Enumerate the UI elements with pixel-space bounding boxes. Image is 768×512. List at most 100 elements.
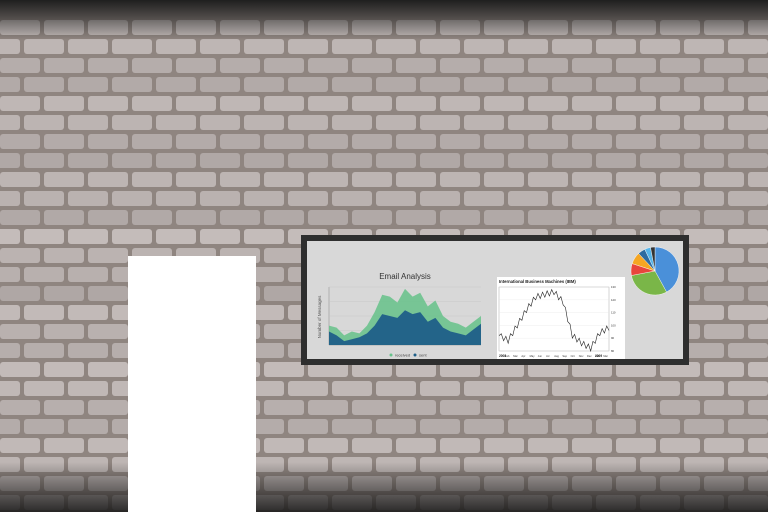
- brick: [0, 343, 20, 358]
- brick: [704, 172, 744, 187]
- email-legend: received sent: [389, 353, 427, 358]
- brick: [132, 172, 172, 187]
- stock-x-tick: Apr: [521, 354, 525, 358]
- brick: [464, 39, 504, 54]
- white-doorway: [128, 256, 256, 512]
- brick: [88, 210, 128, 225]
- brick: [684, 229, 724, 244]
- brick: [440, 134, 480, 149]
- email-plot-area: [328, 286, 481, 346]
- brick: [396, 172, 436, 187]
- brick: [528, 58, 568, 73]
- brick: [132, 210, 172, 225]
- stock-year-end: 2009: [595, 354, 602, 358]
- brick: [0, 248, 40, 263]
- brick: [528, 134, 568, 149]
- brick: [112, 229, 152, 244]
- brick: [332, 191, 372, 206]
- display-screen: Email Analysis Number of Messages receiv…: [307, 241, 683, 359]
- brick: [728, 419, 768, 434]
- brick: [684, 381, 724, 396]
- brick: [264, 286, 304, 301]
- email-chart-ylabel: Number of Messages: [317, 295, 322, 339]
- brick: [396, 362, 436, 377]
- brick: [0, 210, 40, 225]
- brick: [464, 115, 504, 130]
- brick: [244, 191, 284, 206]
- brick: [200, 191, 240, 206]
- brick: [0, 286, 40, 301]
- legend-received-marker: [389, 353, 393, 357]
- brick: [68, 267, 108, 282]
- brick: [24, 153, 64, 168]
- brick: [464, 191, 504, 206]
- stock-chart-title: International Business Machines (IBM): [499, 279, 576, 284]
- brick: [88, 96, 128, 111]
- ceiling-shadow: [0, 0, 768, 40]
- brick: [528, 438, 568, 453]
- brick: [0, 96, 40, 111]
- brick: [308, 58, 348, 73]
- brick: [440, 96, 480, 111]
- brick: [748, 400, 768, 415]
- brick: [704, 248, 744, 263]
- brick: [572, 58, 612, 73]
- brick: [220, 134, 260, 149]
- brick: [420, 381, 460, 396]
- brick: [440, 438, 480, 453]
- brick: [728, 39, 768, 54]
- brick: [264, 210, 304, 225]
- brick: [352, 96, 392, 111]
- brick: [244, 229, 284, 244]
- legend-received-label: received: [395, 353, 410, 358]
- brick: [396, 400, 436, 415]
- brick: [0, 305, 20, 320]
- brick: [112, 191, 152, 206]
- brick: [156, 191, 196, 206]
- brick: [88, 58, 128, 73]
- brick: [748, 172, 768, 187]
- brick: [684, 153, 724, 168]
- brick: [308, 400, 348, 415]
- stock-x-tick: May: [530, 354, 536, 358]
- brick: [616, 134, 656, 149]
- stock-y-tick: 120: [611, 298, 616, 302]
- floor-shadow: [0, 462, 768, 512]
- brick: [704, 324, 744, 339]
- brick: [264, 96, 304, 111]
- brick: [508, 77, 548, 92]
- brick: [440, 172, 480, 187]
- brick: [44, 134, 84, 149]
- brick: [484, 362, 524, 377]
- brick: [68, 153, 108, 168]
- brick: [0, 172, 40, 187]
- brick: [352, 134, 392, 149]
- stock-x-tick: Aug: [554, 354, 559, 358]
- brick: [132, 96, 172, 111]
- brick: [220, 96, 260, 111]
- stock-x-tick: Jul: [546, 354, 550, 358]
- brick: [704, 134, 744, 149]
- brick: [572, 172, 612, 187]
- brick: [332, 39, 372, 54]
- brick: [484, 96, 524, 111]
- brick: [572, 96, 612, 111]
- brick: [704, 362, 744, 377]
- brick: [156, 77, 196, 92]
- brick: [68, 305, 108, 320]
- brick: [684, 267, 724, 282]
- brick: [244, 115, 284, 130]
- brick: [68, 39, 108, 54]
- brick: [684, 115, 724, 130]
- brick: [660, 438, 700, 453]
- brick: [640, 77, 680, 92]
- brick: [420, 77, 460, 92]
- brick: [24, 305, 64, 320]
- brick: [728, 153, 768, 168]
- brick: [44, 400, 84, 415]
- brick: [396, 58, 436, 73]
- brick: [0, 381, 20, 396]
- brick: [728, 305, 768, 320]
